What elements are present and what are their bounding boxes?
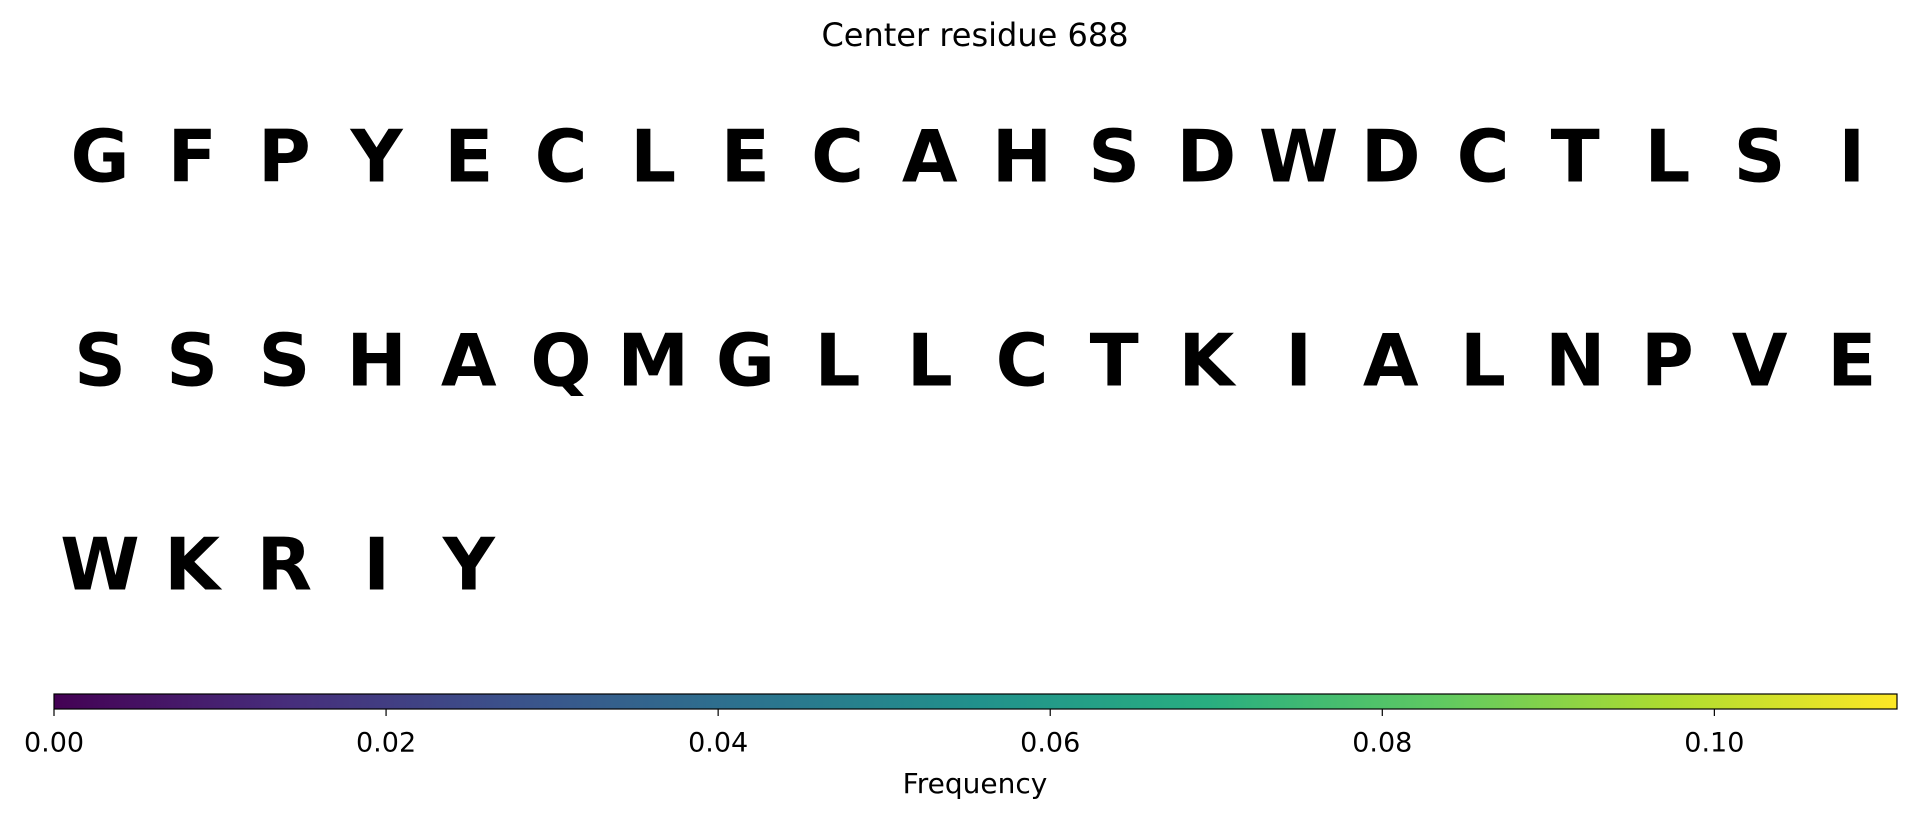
chart-title: Center residue 688 <box>821 16 1128 54</box>
residue-letter: S <box>1734 115 1786 199</box>
residue-letter: S <box>258 319 310 403</box>
residue-letter: C <box>996 319 1049 403</box>
residue-letter: S <box>1088 115 1140 199</box>
residue-letter: I <box>1838 115 1865 199</box>
residue-letter: S <box>166 319 218 403</box>
residue-letter: R <box>257 523 312 607</box>
residue-letter: A <box>441 319 497 403</box>
colorbar-tick-label: 0.04 <box>688 728 748 759</box>
residue-letter: H <box>992 115 1052 199</box>
residue-letter: A <box>902 115 958 199</box>
residue-letter: T <box>1090 319 1139 403</box>
residue-letter: D <box>1177 115 1237 199</box>
residue-letter: Y <box>442 523 496 607</box>
residue-letter: L <box>630 115 676 199</box>
residue-letter: K <box>164 523 222 607</box>
colorbar-tick-label: 0.02 <box>356 728 416 759</box>
residue-letter: D <box>1361 115 1421 199</box>
colorbar-tick-label: 0.10 <box>1684 728 1744 759</box>
residue-letter: I <box>363 523 390 607</box>
colorbar-tick-label: 0.00 <box>24 728 84 759</box>
residue-letter: W <box>1259 115 1338 199</box>
residue-letter: K <box>1179 319 1237 403</box>
residue-letter: A <box>1363 319 1419 403</box>
residue-letter: I <box>1285 319 1312 403</box>
colorbar-tick-label: 0.08 <box>1352 728 1412 759</box>
residue-letter: C <box>535 115 588 199</box>
residue-letter: Q <box>530 319 591 403</box>
residue-letter: Y <box>350 115 404 199</box>
residue-letter: L <box>1644 115 1690 199</box>
residue-letter: L <box>1460 319 1506 403</box>
residue-letter: V <box>1732 319 1788 403</box>
residue-letter: P <box>258 115 311 199</box>
residue-letter: E <box>1827 319 1876 403</box>
residue-letter: N <box>1545 319 1605 403</box>
colorbar <box>53 693 1898 710</box>
residue-letter: F <box>168 115 217 199</box>
residue-letter: C <box>1457 115 1510 199</box>
residue-letter: G <box>716 319 775 403</box>
residue-letter: E <box>721 115 770 199</box>
residue-letter: T <box>1551 115 1600 199</box>
residue-letter: L <box>907 319 953 403</box>
residue-letter: M <box>617 319 689 403</box>
residue-letter: E <box>444 115 493 199</box>
colorbar-tick-label: 0.06 <box>1020 728 1080 759</box>
residue-letter: P <box>1641 319 1694 403</box>
residue-letter: G <box>70 115 129 199</box>
residue-letter: W <box>60 523 139 607</box>
residue-letter: C <box>811 115 864 199</box>
residue-letter: H <box>346 319 406 403</box>
residue-letter: L <box>815 319 861 403</box>
colorbar-label: Frequency <box>903 767 1048 800</box>
residue-letter: S <box>74 319 126 403</box>
